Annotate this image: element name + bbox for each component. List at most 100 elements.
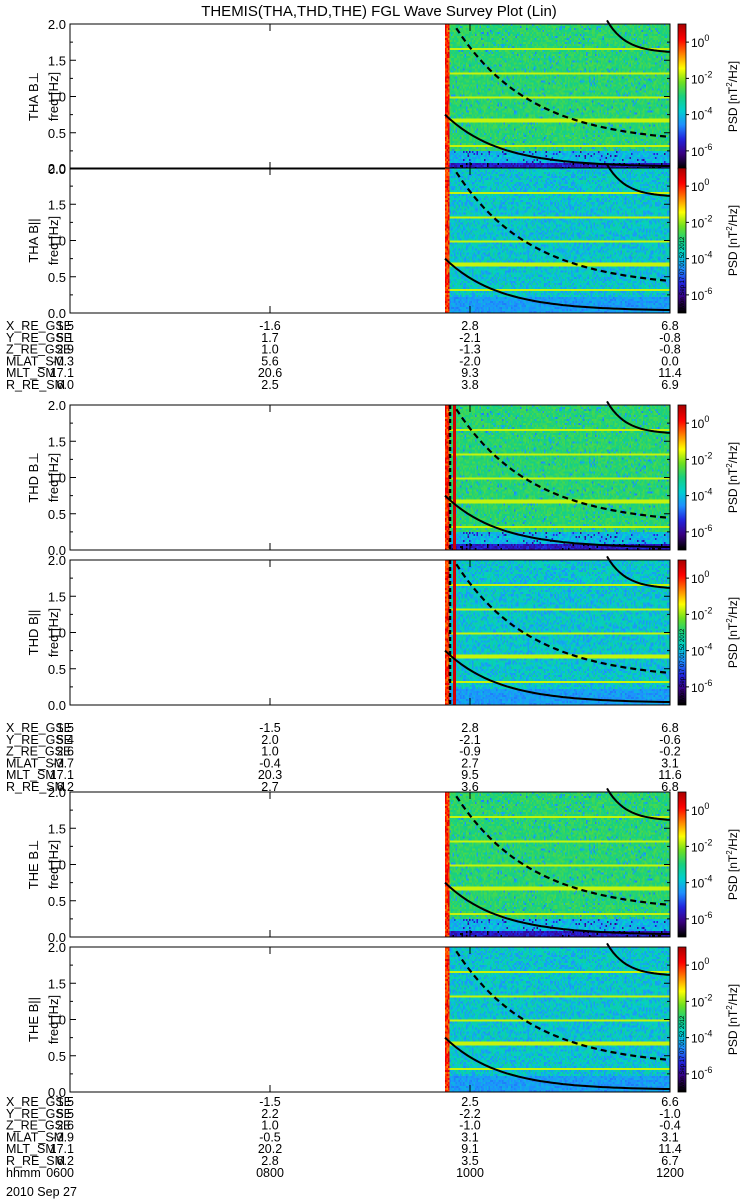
y-tick-label: 0.5 bbox=[48, 507, 66, 522]
data-gap-marker bbox=[453, 405, 456, 550]
colorbar: 100 10-2 10-4 10-6 PSD [nT2/Hz] bbox=[677, 404, 740, 551]
y-tick-label: 1.0 bbox=[48, 858, 66, 873]
colorbar-tick-label: 10-4 bbox=[691, 642, 712, 659]
ephemeris-value: 2.5 bbox=[261, 378, 278, 392]
ephemeris-value: 2.0 bbox=[261, 733, 278, 747]
ephemeris-value: 3.1 bbox=[661, 756, 678, 770]
colorbar: 100 10-2 10-4 10-6 PSD [nT2/Hz] bbox=[677, 167, 740, 314]
ephemeris-value: 6.2 bbox=[57, 780, 74, 794]
cyclotron-curve-high bbox=[606, 163, 671, 197]
ephemeris-value: 2.6 bbox=[57, 1119, 74, 1133]
ephemeris-value: 17.1 bbox=[50, 1142, 74, 1156]
ephemeris-row-label: MLAT_SM bbox=[6, 354, 64, 368]
colorbar: 100 10-2 10-4 10-6 PSD [nT2/Hz] bbox=[677, 791, 740, 938]
ephemeris-value: 6.8 bbox=[661, 319, 678, 333]
ephemeris-value: 9.1 bbox=[461, 1142, 478, 1156]
cyclotron-curve-dashed bbox=[455, 795, 671, 906]
ephemeris-value: 1000 bbox=[456, 1166, 484, 1180]
ephemeris-value: -3.9 bbox=[52, 1130, 74, 1144]
ephemeris-value: 11.4 bbox=[658, 366, 681, 380]
ephemeris-value: -2.2 bbox=[459, 1107, 481, 1121]
ephemeris-value: 1.0 bbox=[261, 343, 278, 357]
ephemeris-value: 9.3 bbox=[461, 366, 478, 380]
cyclotron-curve-high bbox=[606, 555, 671, 589]
freq-axis-label: freq [Hz] bbox=[46, 453, 61, 502]
ephemeris-value: -2.1 bbox=[459, 331, 481, 345]
ephemeris-value: 17.1 bbox=[50, 366, 74, 380]
colorbar-tick-label: 100 bbox=[691, 956, 709, 973]
ephemeris-row-label: Y_RE_GSE bbox=[6, 331, 72, 345]
ephemeris-value: -0.2 bbox=[659, 745, 681, 759]
y-tick-label: 2.0 bbox=[48, 940, 66, 955]
cyclotron-curve-dashed bbox=[455, 563, 671, 674]
colorbar-label: PSD [nT2/Hz] bbox=[725, 61, 740, 132]
freq-axis-label: freq [Hz] bbox=[46, 216, 61, 265]
ephemeris-value: -1.5 bbox=[259, 1095, 281, 1109]
ephemeris-value: 11.6 bbox=[658, 768, 681, 782]
ephemeris-value: 6.0 bbox=[57, 378, 74, 392]
y-tick-label: 1.0 bbox=[48, 1013, 66, 1028]
ephemeris-value: -1.0 bbox=[659, 1107, 681, 1121]
colorbar-frame bbox=[677, 559, 687, 706]
ephemeris-value: 2.5 bbox=[461, 1095, 478, 1109]
colorbar-tick-label: 10-2 bbox=[691, 450, 712, 467]
colorbar-tick-label: 100 bbox=[691, 569, 709, 586]
cyclotron-curve-low bbox=[444, 649, 670, 703]
ephemeris-value: 0.0 bbox=[661, 354, 678, 368]
colorbar-frame bbox=[677, 404, 687, 551]
ephemeris-value: -0.3 bbox=[52, 354, 74, 368]
ephemeris-row-label: X_RE_GSE bbox=[6, 721, 72, 735]
colorbar-tick-label: 10-4 bbox=[691, 250, 712, 267]
ephemeris-value: 6.8 bbox=[661, 721, 678, 735]
spectrogram-image bbox=[445, 947, 670, 1092]
colorbar-tick-label: 10-4 bbox=[691, 487, 712, 504]
colorbar-tick-label: 10-2 bbox=[691, 69, 712, 86]
cyclotron-curve-low bbox=[444, 494, 670, 548]
spectrogram-image bbox=[445, 560, 670, 705]
ephemeris-value: 9.5 bbox=[461, 768, 478, 782]
ephemeris-value: 2.2 bbox=[261, 1107, 278, 1121]
cyclotron-curve-dashed bbox=[455, 408, 671, 519]
panel-ylabel: THE B⊥ bbox=[26, 840, 41, 890]
ephemeris-value: 5.1 bbox=[57, 331, 74, 345]
colorbar-tick-label: 100 bbox=[691, 801, 709, 818]
panel-ylabel: THA B|| bbox=[26, 218, 41, 262]
ephemeris-value: -0.6 bbox=[659, 733, 681, 747]
ephemeris-value: -0.4 bbox=[659, 1119, 681, 1133]
ephemeris-value: -1.5 bbox=[259, 721, 281, 735]
colorbar-tick-label: 100 bbox=[691, 414, 709, 431]
colorbar-tick-label: 10-6 bbox=[691, 1065, 712, 1082]
cyclotron-curve-dashed bbox=[455, 950, 671, 1061]
panel-ylabel: THD B⊥ bbox=[26, 452, 41, 502]
ephemeris-value: -1.3 bbox=[459, 343, 481, 357]
colorbar-tick-label: 10-2 bbox=[691, 605, 712, 622]
cyclotron-curve-low bbox=[444, 257, 670, 311]
ephemeris-value: 11.4 bbox=[658, 1142, 681, 1156]
ephemeris-row-label: hhmm bbox=[6, 1166, 41, 1180]
spectrogram-panel-tha-perp: 0.0 0.5 1.0 1.5 2.0 THA B⊥ freq [Hz] 100 10-2 10-… bbox=[26, 17, 740, 177]
ephemeris-value: 20.3 bbox=[258, 768, 282, 782]
ephemeris-value: -1.0 bbox=[459, 1119, 481, 1133]
ephemeris-value: -0.8 bbox=[659, 343, 681, 357]
colorbar-tick-label: 10-6 bbox=[691, 523, 712, 540]
ephemeris-value: 5.6 bbox=[261, 354, 278, 368]
colorbar-tick-label: 100 bbox=[691, 33, 709, 50]
ephemeris-row-label: MLT_SM bbox=[6, 366, 56, 380]
y-tick-label: 2.0 bbox=[48, 17, 66, 32]
colorbar-gradient bbox=[678, 24, 686, 169]
panel-ylabel: THD B|| bbox=[26, 610, 41, 656]
ephemeris-row-label: X_RE_GSE bbox=[6, 1095, 72, 1109]
ephemeris-value: 1.0 bbox=[261, 1119, 278, 1133]
ephemeris-value: 6.6 bbox=[661, 1095, 678, 1109]
ephemeris-value: 20.6 bbox=[258, 366, 282, 380]
spectrogram-panels: 0.0 0.5 1.0 1.5 2.0 THA B⊥ freq [Hz] 100 10-2 10-… bbox=[26, 17, 740, 1100]
colorbar-gradient bbox=[678, 168, 686, 313]
ephemeris-value: 5.5 bbox=[57, 1107, 74, 1121]
ephemeris-value: 1.5 bbox=[57, 1095, 74, 1109]
ephemeris-value: 6.2 bbox=[57, 1154, 74, 1168]
